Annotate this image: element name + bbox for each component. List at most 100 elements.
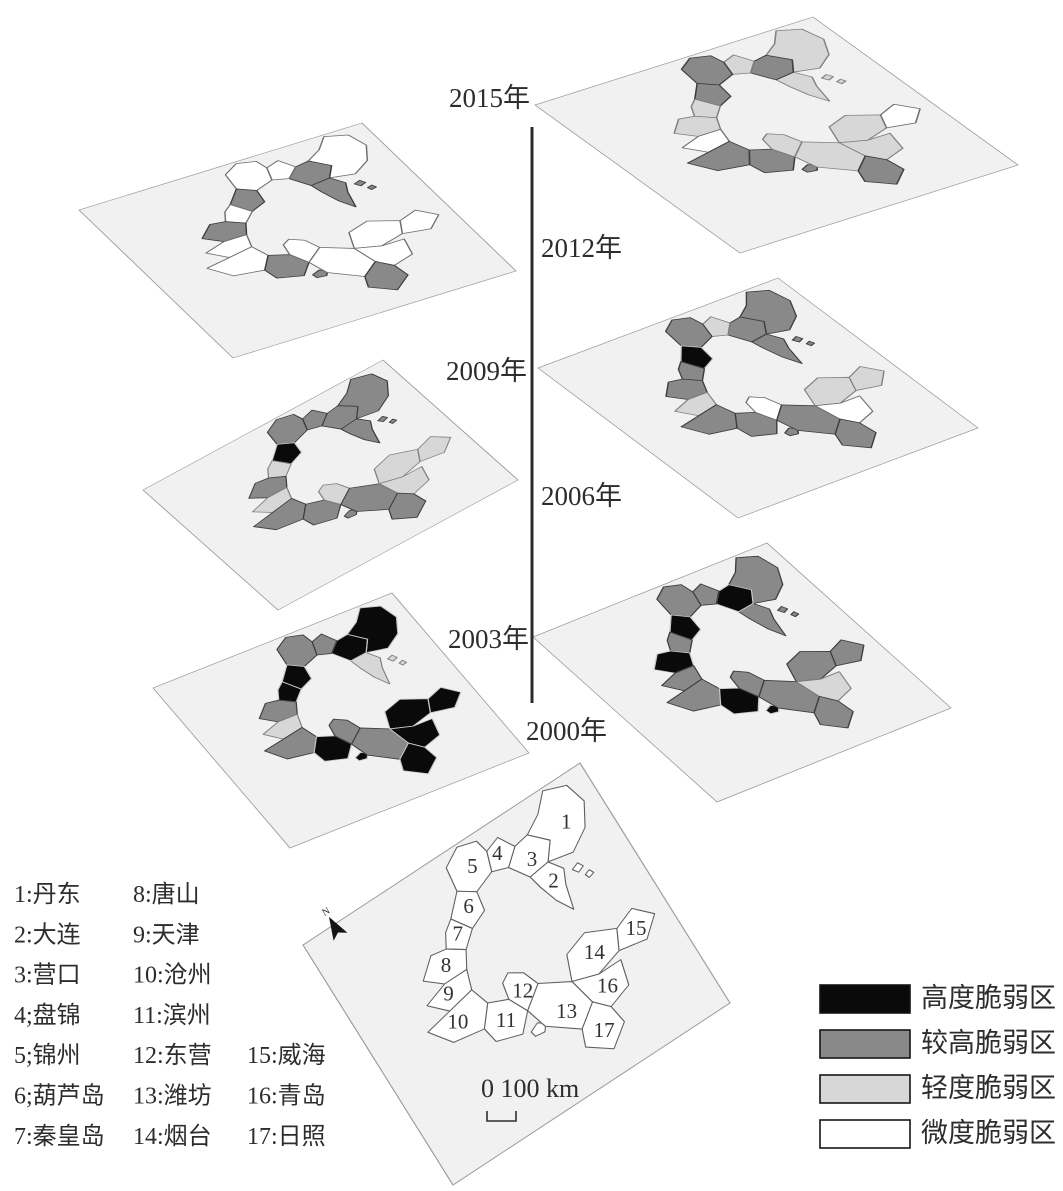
map-tile-2015年 [534,16,1019,254]
city-index-item: 13:潍坊 [133,1083,212,1110]
year-label-2015年: 2015年 [449,83,530,113]
map-tiles-layer [78,16,1019,1186]
region-威海-2000年 [427,686,462,714]
region-number-17: 17 [594,1018,615,1042]
city-index-item: 3:营口 [14,962,81,989]
region-大连-2000年 [350,652,408,685]
city-index-item: 7:秦皇岛 [14,1123,105,1150]
region-锦州-2006年 [266,413,308,445]
region-number-16: 16 [597,974,618,998]
base-region-威海 [616,907,656,952]
region-number-11: 11 [496,1008,516,1032]
region-number-13: 13 [556,999,577,1023]
legend-label-higher: 较高脆弱区 [921,1028,1056,1058]
region-日照-2000年 [399,742,438,775]
region-number-12: 12 [512,979,533,1003]
region-大连-2012年 [310,177,378,208]
legend-label-high: 高度脆弱区 [921,983,1056,1013]
region-葫芦岛-2003年 [669,614,702,641]
north-arrow-label: N [320,906,332,919]
region-大连-2006年 [340,415,398,444]
base-region-葫芦岛 [450,890,486,930]
city-index-item: 5;锦州 [14,1042,81,1069]
region-威海-2009年 [848,366,885,391]
city-index-item: 10:沧州 [133,962,212,989]
region-number-8: 8 [441,953,452,977]
legend-item-minimal: 微度脆弱区 [819,1118,1056,1149]
region-number-7: 7 [452,921,463,945]
region-日照-2012年 [364,261,409,291]
region-葫芦岛-2009年 [680,345,714,369]
legend-item-high: 高度脆弱区 [819,983,1056,1014]
region-日照-2006年 [388,492,427,520]
region-锦州-2012年 [224,160,273,191]
map-tile-2009年 [537,277,979,519]
region-威海-2012年 [399,209,440,235]
map-tile-2000年 [152,592,530,849]
city-index-item: 6;葫芦岛 [14,1083,105,1110]
region-葫芦岛-2000年 [281,664,313,690]
map-tile-2012年 [78,122,517,359]
region-葫芦岛-2006年 [271,442,303,465]
year-label-2000年: 2000年 [526,716,607,746]
year-label-2012年: 2012年 [541,233,622,263]
region-锦州-2009年 [664,317,713,348]
legend-item-light: 轻度脆弱区 [819,1073,1056,1104]
year-label-2009年: 2009年 [446,356,527,386]
city-index-item: 9:天津 [133,921,200,948]
legend-label-light: 轻度脆弱区 [921,1073,1056,1103]
year-label-2006年: 2006年 [541,481,622,511]
region-锦州-2000年 [276,634,318,667]
year-label-2003年: 2003年 [448,624,529,654]
region-number-15: 15 [626,916,647,940]
region-日照-2003年 [813,695,854,729]
base-region-日照 [581,1001,625,1050]
north-arrow-icon [329,916,348,941]
city-index-item: 8:唐山 [133,881,200,908]
region-威海-2003年 [829,639,865,667]
city-index-item: 1:丹东 [14,881,81,908]
city-index-item: 4;盘锦 [14,1002,81,1029]
legend-swatch-high [819,984,911,1014]
region-葫芦岛-2015年 [694,83,732,107]
region-number-4: 4 [492,841,503,865]
region-威海-2006年 [417,436,452,462]
region-大连-2003年 [737,603,800,637]
city-index-list: 1:丹东 2:大连 3:营口 4;盘锦 5;锦州 6;葫芦岛 7:秦皇岛 8:唐山 9:天津 10… [14,881,326,1150]
region-number-9: 9 [443,982,454,1006]
city-index-item: 14:烟台 [133,1123,212,1150]
scale-bar-label: 0 100 km [481,1074,579,1103]
region-number-5: 5 [467,854,478,878]
city-index-item: 15:威海 [247,1042,326,1069]
city-index-item: 2:大连 [14,921,81,948]
region-锦州-2015年 [680,55,734,86]
scale-bar: 0 100 km [481,1074,579,1122]
map-tile-2003年 [532,542,952,803]
region-number-3: 3 [527,847,538,871]
scale-bar-line [486,1111,517,1122]
base-region-锦州 [445,840,493,893]
map-tile-2006年 [142,359,519,611]
timeline-year-labels: 2015年 2012年 2009年 2006年 2003年 2000年 [446,83,622,746]
region-大连-2015年 [775,71,847,102]
legend-swatch-minimal [819,1119,911,1149]
region-日照-2009年 [834,418,877,449]
region-number-10: 10 [447,1009,468,1033]
base-region-大连 [529,861,595,910]
legend-swatch-light [819,1074,911,1104]
city-index-item: 12:东营 [133,1042,212,1069]
city-index-item: 11:滨州 [133,1002,211,1029]
north-arrow: N [320,906,348,941]
region-威海-2015年 [879,103,921,129]
legend-item-higher: 较高脆弱区 [819,1028,1056,1059]
city-index-item: 17:日照 [247,1124,326,1150]
map-tile-base [302,762,731,1186]
region-number-14: 14 [584,940,606,964]
region-大连-2009年 [750,333,816,364]
region-日照-2015年 [857,155,905,185]
legend-swatch-higher [819,1029,911,1059]
